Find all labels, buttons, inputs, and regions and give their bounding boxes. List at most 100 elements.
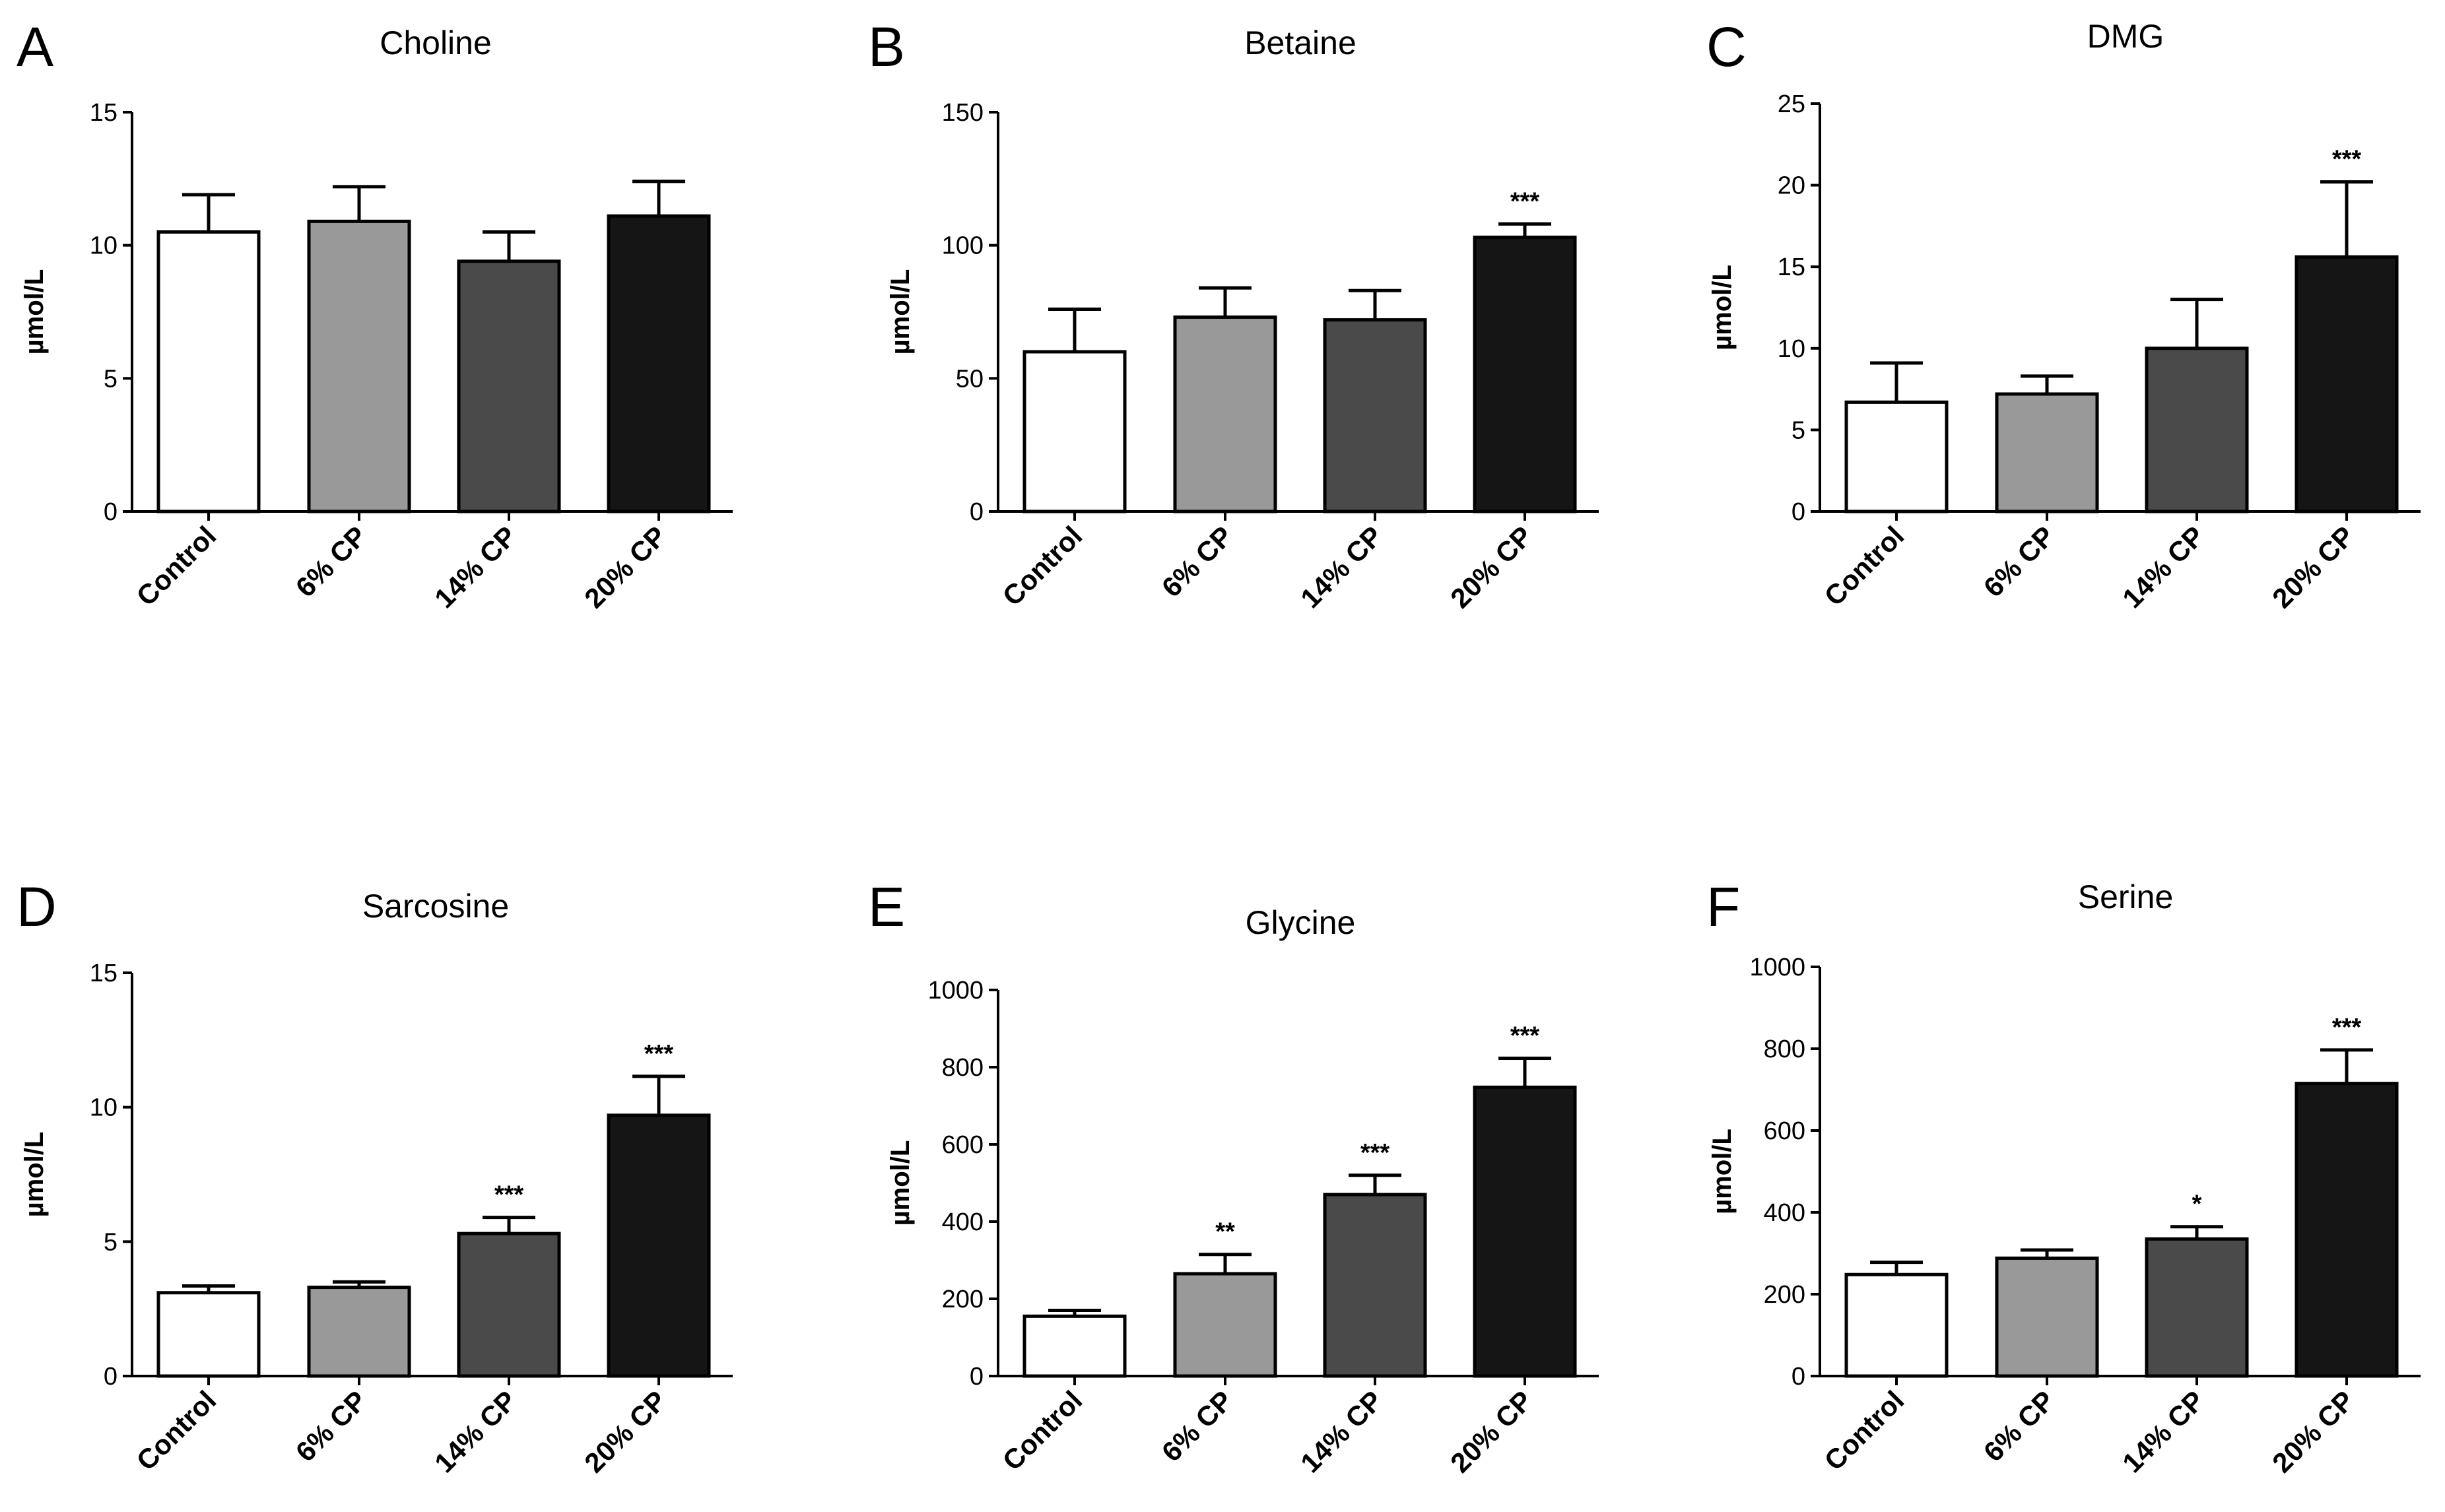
y-tick-label: 800 [942, 1054, 984, 1082]
y-axis-label: µmol/L [20, 269, 49, 355]
panel-letter: D [17, 876, 57, 938]
bar-control [156, 230, 261, 513]
chart-panel-a: A Choline µmol/L 0 5 10 15 Control 6% CP 14% CP 20… [17, 16, 733, 614]
bar-14-cp [457, 1232, 561, 1378]
category-label: Control [1819, 1385, 1910, 1476]
panel-letter: F [1706, 876, 1740, 938]
category-label: 20% CP [2266, 1385, 2360, 1478]
significance-label: * [2192, 1191, 2202, 1218]
significance-label: *** [2332, 1014, 2362, 1041]
category-label: 14% CP [1294, 520, 1388, 614]
category-label: 6% CP [1156, 1385, 1239, 1468]
category-label: Control [131, 1385, 222, 1476]
significance-label: ** [1215, 1218, 1235, 1246]
category-label: Control [997, 520, 1089, 612]
category-label: 14% CP [428, 1385, 522, 1478]
y-tick-label: 10 [1778, 335, 1805, 363]
bar-6-cp [307, 219, 411, 513]
bar-control [1844, 1272, 1949, 1378]
significance-label: *** [644, 1040, 674, 1068]
y-axis-label: µmol/L [1708, 1129, 1737, 1214]
y-tick-label: 0 [1792, 498, 1805, 526]
chart-panel-e: E Glycine µmol/L 0 200 400 600 800 1000 Control **… [868, 876, 1599, 1478]
y-tick-label: 800 [1764, 1035, 1805, 1063]
bar-20-cp [1473, 1085, 1577, 1378]
category-label: 6% CP [290, 520, 373, 603]
panel-letter: B [868, 16, 905, 78]
y-tick-label: 10 [90, 232, 117, 260]
category-label: 14% CP [2116, 520, 2210, 614]
bar-20-cp [2294, 1082, 2399, 1378]
chart-panel-b: B Betaine µmol/L 0 50 100 150 Control 6% CP 14% C… [868, 16, 1599, 614]
category-label: 6% CP [1978, 520, 2061, 603]
category-label: Control [131, 520, 222, 612]
y-tick-label: 0 [970, 498, 984, 526]
y-tick-label: 600 [942, 1131, 984, 1159]
y-tick-label: 20 [1778, 172, 1805, 200]
category-label: 20% CP [2266, 520, 2360, 614]
chart-title: DMG [2087, 18, 2164, 55]
bar-14-cp [457, 259, 561, 513]
y-tick-label: 1000 [1749, 954, 1805, 981]
chart-panel-c: C DMG µmol/L 0 5 10 15 20 25 Control 6% CP 14% CP **… [1706, 16, 2421, 614]
chart-panel-f: F Serine µmol/L 0 200 400 600 800 1000 Control 6% … [1706, 876, 2421, 1478]
category-label: 20% CP [578, 520, 672, 614]
chart-title: Serine [2078, 878, 2174, 915]
chart-title: Glycine [1246, 904, 1356, 941]
category-label: Control [1819, 520, 1910, 612]
category-label: 6% CP [290, 1385, 373, 1468]
y-axis-label: µmol/L [20, 1132, 49, 1218]
significance-label: *** [1510, 187, 1540, 215]
bar-20-cp [607, 1113, 711, 1378]
bar-control [1844, 400, 1949, 513]
bar-6-cp [307, 1286, 411, 1378]
bar-14-cp [1323, 318, 1427, 513]
category-label: 14% CP [428, 520, 522, 614]
bar-6-cp [1995, 1256, 2099, 1378]
y-tick-label: 150 [942, 99, 984, 127]
category-label: 20% CP [578, 1385, 672, 1478]
category-label: 20% CP [1444, 1385, 1538, 1478]
category-label: 6% CP [1978, 1385, 2061, 1468]
y-tick-label: 200 [942, 1286, 984, 1313]
significance-label: *** [1360, 1139, 1390, 1167]
y-tick-label: 0 [1792, 1363, 1805, 1391]
chart-panel-d: D Sarcosine µmol/L 0 5 10 15 Control 6% CP *** 14%… [17, 876, 733, 1478]
y-tick-label: 400 [1764, 1199, 1805, 1227]
category-label: Control [997, 1385, 1089, 1476]
y-tick-label: 0 [104, 498, 117, 526]
bar-14-cp [2145, 346, 2249, 513]
bar-6-cp [1173, 1272, 1277, 1378]
y-tick-label: 100 [942, 232, 984, 260]
panel-letter: A [17, 16, 53, 78]
y-tick-label: 15 [1778, 253, 1805, 281]
bar-control [1022, 1314, 1127, 1378]
category-label: 14% CP [1294, 1385, 1388, 1478]
bar-control [156, 1291, 261, 1378]
y-tick-label: 50 [956, 365, 984, 393]
y-axis-label: µmol/L [1708, 265, 1737, 350]
y-tick-label: 5 [104, 365, 117, 393]
bar-20-cp [1473, 236, 1577, 513]
significance-label: *** [494, 1181, 524, 1209]
y-tick-label: 25 [1778, 90, 1805, 118]
significance-label: *** [2332, 146, 2362, 174]
bar-20-cp [2294, 255, 2399, 513]
bar-6-cp [1173, 315, 1277, 513]
y-tick-label: 600 [1764, 1117, 1805, 1145]
category-label: 6% CP [1156, 520, 1239, 603]
bar-20-cp [607, 214, 711, 513]
y-tick-label: 10 [90, 1094, 117, 1122]
y-tick-label: 0 [104, 1363, 117, 1391]
bar-14-cp [1323, 1193, 1427, 1378]
category-label: 20% CP [1444, 520, 1538, 614]
y-tick-label: 200 [1764, 1281, 1805, 1309]
significance-label: *** [1510, 1022, 1540, 1050]
y-tick-label: 15 [90, 99, 117, 127]
y-axis-label: µmol/L [886, 1140, 915, 1226]
y-tick-label: 5 [104, 1228, 117, 1256]
y-tick-label: 0 [970, 1363, 984, 1391]
y-tick-label: 15 [90, 960, 117, 987]
bar-control [1022, 350, 1127, 513]
